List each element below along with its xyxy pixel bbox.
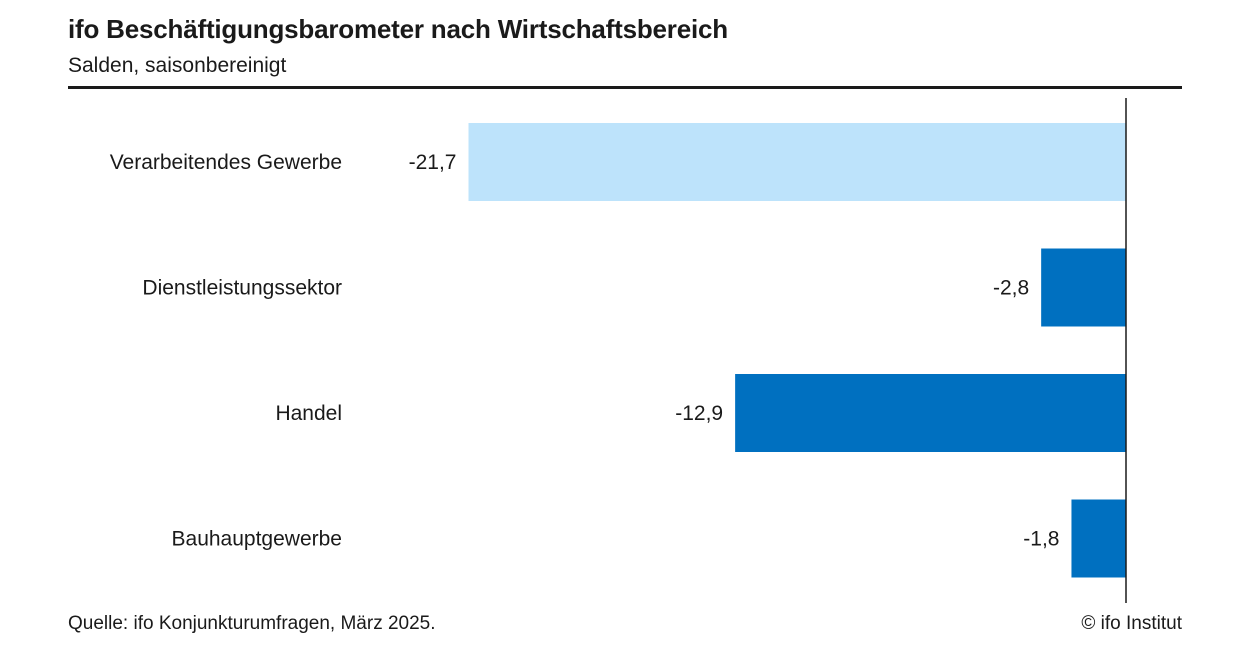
category-label-handel: Handel bbox=[275, 402, 342, 425]
copyright-note: © ifo Institut bbox=[1081, 613, 1182, 634]
value-label-handel: -12,9 bbox=[675, 402, 723, 425]
value-label-bauhauptgewerbe: -1,8 bbox=[1023, 528, 1059, 551]
category-label-bauhauptgewerbe: Bauhauptgewerbe bbox=[172, 528, 342, 551]
category-label-verarbeitendes-gewerbe: Verarbeitendes Gewerbe bbox=[110, 151, 342, 174]
header-rule bbox=[68, 86, 1182, 89]
chart-subtitle: Salden, saisonbereinigt bbox=[68, 54, 287, 77]
category-label-dienstleistungssektor: Dienstleistungssektor bbox=[142, 277, 342, 300]
bar-dienstleistungssektor bbox=[1041, 248, 1126, 327]
bar-bauhauptgewerbe bbox=[1071, 499, 1126, 578]
bar-verarbeitendes-gewerbe bbox=[468, 123, 1126, 201]
bar-handel bbox=[735, 374, 1126, 452]
value-label-dienstleistungssektor: -2,8 bbox=[993, 277, 1029, 300]
source-note: Quelle: ifo Konjunkturumfragen, März 202… bbox=[68, 613, 436, 634]
value-label-verarbeitendes-gewerbe: -21,7 bbox=[409, 151, 457, 174]
chart-title: ifo Beschäftigungsbarometer nach Wirtsch… bbox=[68, 14, 728, 44]
